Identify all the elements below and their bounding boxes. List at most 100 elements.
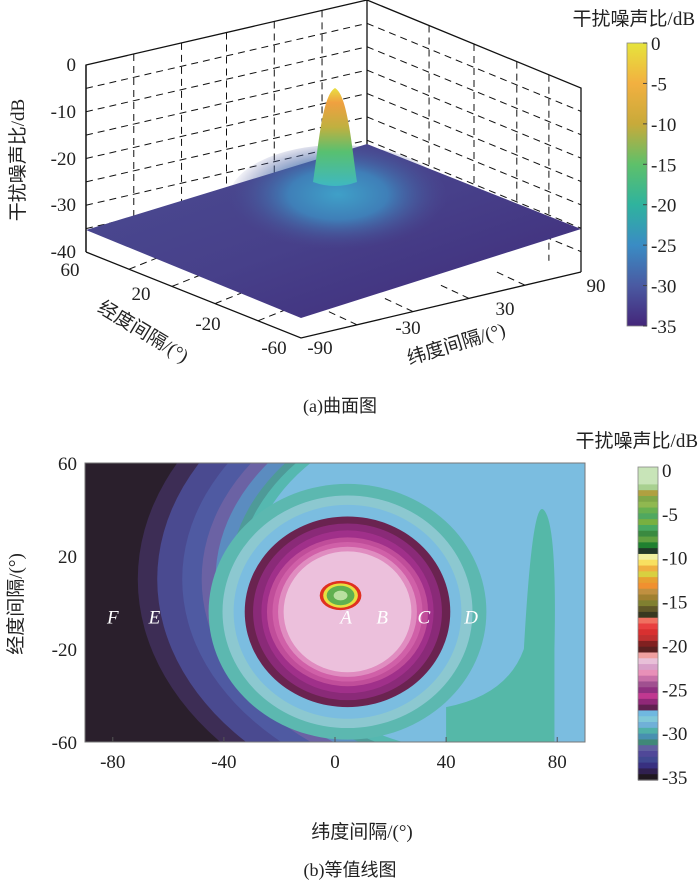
colorbar-segment: [638, 536, 658, 543]
colorbar-segment: [638, 553, 658, 561]
floor-gridline: [128, 256, 160, 270]
caption-b: (b)等值线图: [304, 860, 397, 881]
colorbar-segment: [638, 693, 658, 700]
colorbar-segment: [638, 733, 658, 741]
colorbar-segment: [638, 611, 658, 619]
colorbar-tick-label: 0: [651, 34, 661, 55]
contour-plot: F E A B C D -80 -40 0 40 80 60 20 -20 -60 纬度间隔/(°) 经度…: [5, 430, 698, 881]
colorbar-segment: [638, 524, 658, 532]
y-tick-label: -60: [52, 733, 77, 754]
colorbar-segment: [638, 559, 658, 567]
floor-gridline: [494, 270, 526, 286]
right-wall-gridline: [366, 139, 582, 229]
y-axis-label: 经度间隔/(°): [94, 296, 192, 367]
colorbar-segment: [638, 519, 658, 526]
y-tick-labels: 60 20 -20 -60: [61, 260, 287, 359]
y-tick-label: 60: [58, 454, 77, 475]
colorbar-segment: [638, 640, 658, 648]
region-label-E: E: [148, 607, 161, 628]
right-wall-outline: [366, 0, 582, 272]
colorbar-segment: [638, 652, 658, 659]
colorbar-segment: [638, 710, 658, 717]
colorbar-segment: [638, 664, 658, 671]
contour-band: [446, 508, 555, 742]
floor-gridline: [171, 273, 203, 287]
colorbar-segment: [638, 722, 658, 729]
left-wall-gridline: [85, 46, 368, 113]
colorbar-tick-label: -25: [651, 236, 676, 257]
colorbar-segment: [638, 571, 658, 578]
x-tick-label: -80: [100, 752, 125, 773]
right-wall-gridline: [366, 46, 582, 136]
colorbar-segment: [638, 669, 658, 677]
colorbar-ticks: 0 -5 -10 -15 -20 -25 -30 -35: [643, 34, 676, 338]
z-tick: 0: [67, 55, 77, 76]
colorbar-segment: [638, 484, 658, 491]
y-tick-label: -20: [52, 640, 77, 661]
colorbar-segment: [638, 635, 658, 642]
colorbar-segment: [638, 478, 658, 485]
colorbar-segment: [638, 762, 658, 770]
x-tick-label: 0: [330, 752, 340, 773]
colorbar-segment: [638, 774, 658, 781]
colorbar-segment: [638, 756, 658, 764]
colorbar-segment: [638, 542, 658, 549]
colorbar-segment: [638, 716, 658, 723]
contour-ticks: -80 -40 0 40 80 60 20 -20 -60: [52, 454, 567, 773]
colorbar-segment: [638, 623, 658, 630]
surface-peak: [313, 88, 357, 186]
colorbar-segment: [638, 675, 658, 683]
x-tick: 90: [587, 276, 606, 297]
colorbar-tick-label: -10: [662, 549, 687, 570]
colorbar-tick-label: -20: [662, 636, 687, 657]
colorbar-title: 干扰噪声比/dB: [576, 430, 698, 452]
caption-a: (a)曲面图: [303, 396, 377, 417]
colorbar-segment: [638, 582, 658, 590]
colorbar-segment: [638, 745, 658, 752]
colorbar-segment: [638, 588, 658, 596]
floor-gridline: [382, 297, 414, 313]
y-axis-label: 经度间隔/(°): [5, 553, 27, 655]
colorbar-segment: [638, 646, 658, 654]
colorbar: 0 -5 -10 -15 -20 -25 -30 -35: [637, 461, 687, 789]
colorbar-tick-label: -30: [662, 724, 687, 745]
colorbar-segment: [638, 681, 658, 688]
z-tick: -30: [51, 195, 76, 216]
x-tick: 30: [496, 299, 515, 320]
x-tick: -90: [307, 338, 332, 359]
colorbar-segment: [638, 507, 658, 514]
colorbar-segment: [638, 698, 658, 706]
colorbar-segment: [638, 495, 658, 503]
floor-gridline: [214, 291, 246, 305]
floor-front-edges: [85, 251, 582, 339]
z-tick: -40: [51, 242, 76, 263]
contour-band: [333, 590, 348, 601]
z-tick: -10: [51, 102, 76, 123]
colorbar-tick-label: -5: [662, 505, 678, 526]
y-tick: -20: [195, 314, 220, 335]
y-tick-label: 20: [58, 547, 77, 568]
colorbar-tick-label: -15: [651, 155, 676, 176]
contour-fill: [85, 463, 585, 742]
colorbar-segment: [638, 501, 658, 509]
floor-gridline: [326, 310, 358, 326]
colorbar-segment: [638, 606, 658, 613]
colorbar-segment: [638, 600, 658, 607]
floor-gridline: [438, 283, 470, 299]
floor-gridline: [257, 308, 289, 322]
colorbar-segment: [638, 658, 658, 665]
right-wall-gridline: [366, 116, 582, 206]
colorbar-segment: [638, 704, 658, 712]
colorbar-segment: [638, 687, 658, 694]
colorbar-segment: [638, 617, 658, 625]
colorbar-frame: [637, 466, 659, 781]
colorbar-segment: [638, 565, 658, 572]
colorbar-tick-label: -35: [651, 317, 676, 338]
region-label-A: A: [338, 607, 352, 628]
left-wall-gridline: [85, 69, 368, 136]
y-tick: 20: [132, 284, 151, 305]
colorbar-segment: [638, 594, 658, 601]
colorbar-segment: [638, 513, 658, 520]
